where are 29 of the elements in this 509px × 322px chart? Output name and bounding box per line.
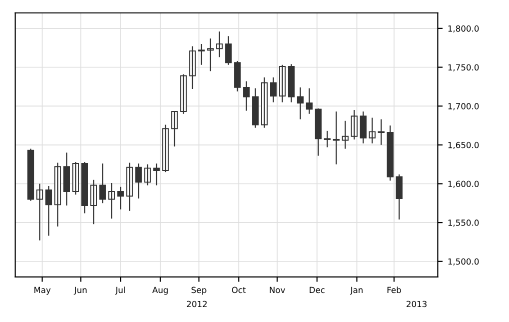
y-tick-label: 1,750.0 — [448, 64, 479, 72]
y-tick-label: 1,800.0 — [448, 25, 479, 33]
x-tick-label: Oct — [232, 286, 246, 294]
candlestick — [72, 161, 79, 196]
y-tick-label: 1,500.0 — [448, 258, 479, 266]
x-tick-label: Nov — [270, 286, 286, 294]
x-tick-label: May — [34, 286, 51, 295]
x-tick-label: Dec — [310, 286, 325, 294]
x-tick-label: Jan — [350, 286, 363, 295]
y-tick-label: 1,700.0 — [448, 103, 479, 110]
candlestick — [144, 164, 151, 186]
y-tick-label: 1,650.0 — [448, 142, 479, 150]
x-tick-label: Sep — [192, 286, 206, 295]
candlestick — [198, 43, 205, 66]
candlestick — [378, 118, 385, 146]
x-tick-label: Jul — [115, 286, 125, 295]
x-tick-label: Feb — [388, 286, 401, 294]
candlestick — [324, 130, 331, 148]
candlestick — [189, 46, 196, 90]
y-tick-label: 1,550.0 — [448, 220, 479, 227]
y-tick-label: 1,600.0 — [448, 180, 479, 188]
candlestick — [171, 110, 178, 148]
text: 2012 — [186, 300, 207, 308]
candlestick — [153, 162, 160, 186]
candlestick — [234, 60, 241, 92]
x-tick-label: Jun — [74, 286, 87, 295]
x-tick-label: Aug — [152, 286, 168, 295]
candlestick — [207, 38, 214, 72]
text: 2013 — [406, 300, 427, 308]
